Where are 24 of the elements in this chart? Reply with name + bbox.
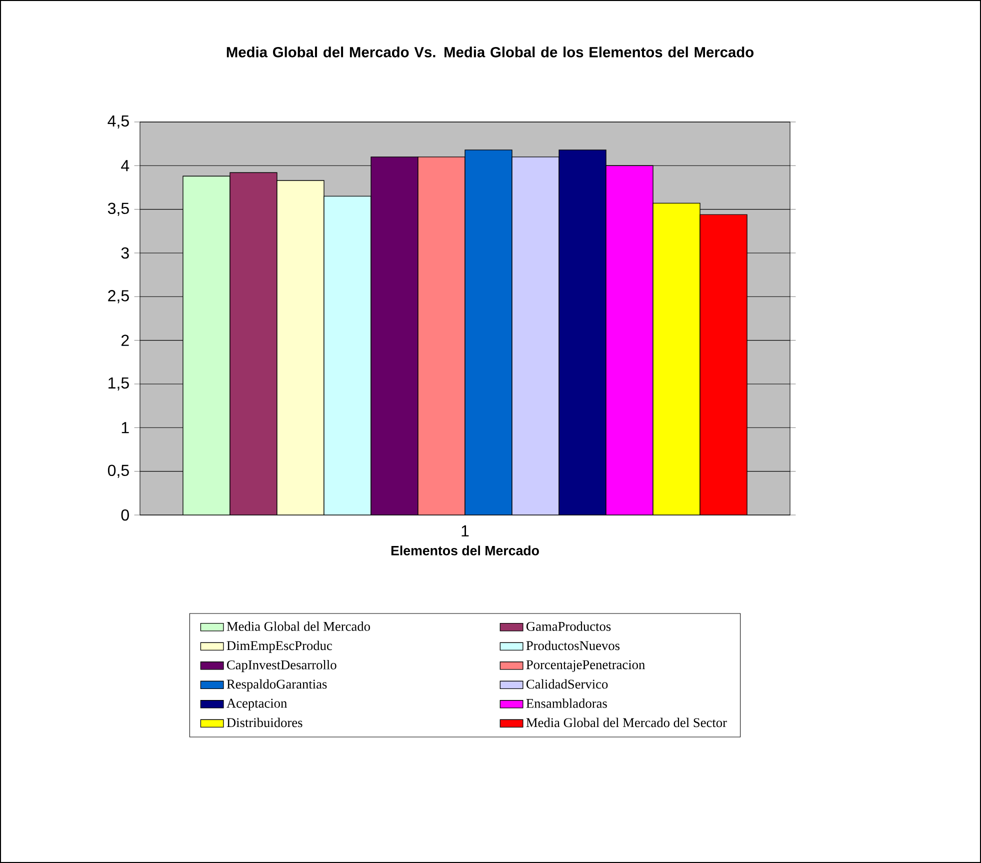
legend-label: CalidadServico <box>526 679 608 689</box>
legend-label: Distribuidores <box>226 718 302 728</box>
legend-label: CapInvestDesarrollo <box>227 660 336 672</box>
legend-label: RespaldoGarantias <box>226 679 327 692</box>
x-axis-title: Elementos del Mercado <box>391 546 539 556</box>
y-tick-label: 0,5 <box>108 464 129 478</box>
legend-label: Aceptacion <box>226 698 287 710</box>
y-tick-label: 4 <box>121 160 130 172</box>
y-tick-label: 3,5 <box>108 202 129 216</box>
y-tick-label: 0 <box>121 509 129 521</box>
legend-label: PorcentajePenetracion <box>526 660 645 672</box>
y-tick-label: 1,5 <box>108 377 129 391</box>
legend-label: ProductosNuevos <box>526 640 620 650</box>
legend-label: Media Global del Mercado <box>226 622 370 631</box>
legend-label: DimEmpEscProduc <box>226 640 332 653</box>
y-tick-label: 3 <box>121 247 129 259</box>
y-tick-label: 2 <box>121 334 129 346</box>
legend-label: Ensambladoras <box>526 698 607 708</box>
legend-label: GamaProductos <box>526 622 611 631</box>
chart-title: Media Global del Mercado Vs. Media Global de los Elementos del Mercado <box>226 46 754 58</box>
legend-label: Media Global del Mercado del Sector <box>526 718 727 728</box>
y-tick-label: 4,5 <box>108 115 129 128</box>
y-tick-label: 1 <box>122 422 129 434</box>
y-tick-label: 2,5 <box>108 290 129 304</box>
